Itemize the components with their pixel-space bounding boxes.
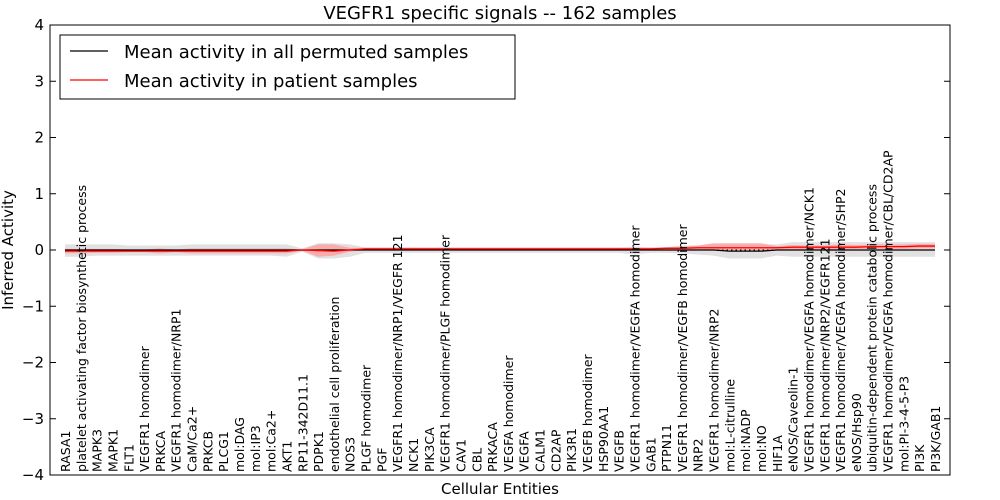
- x-tick-label: mol:IP3: [248, 425, 263, 472]
- x-tick-label: VEGFR1 homodimer/VEGFA homodimer/CBL/CD2…: [881, 150, 896, 472]
- x-tick-label: CALM1: [533, 429, 548, 472]
- x-tick-label: ubiquitin-dependent protein catabolic pr…: [865, 184, 880, 472]
- x-tick-label: VEGFA: [517, 431, 532, 472]
- y-tick-labels: −4 −3 −2 −1 0 1 2 3 4: [22, 16, 950, 484]
- legend-label-permuted: Mean activity in all permuted samples: [124, 42, 468, 63]
- x-tick-label: PRKCA: [153, 431, 168, 472]
- x-tick-label: PLCG1: [216, 431, 231, 472]
- y-tick-label: 0: [34, 241, 44, 259]
- y-axis-label: Inferred Activity: [0, 190, 17, 310]
- y-tick-label: 1: [34, 185, 44, 203]
- y-tick-label: −4: [22, 466, 44, 484]
- x-tick-label: FLT1: [121, 444, 136, 472]
- x-tick-label: VEGFR1 homodimer/VEGFA homodimer/SHP2: [833, 188, 848, 472]
- x-tick-label: MAPK1: [105, 429, 120, 472]
- x-tick-label: mol:NADP: [738, 409, 753, 472]
- x-tick-labels: RASA1 platelet activating factor biosynth…: [58, 150, 943, 472]
- y-tick-label: 3: [34, 72, 44, 90]
- x-tick-label: CBL: [469, 448, 484, 472]
- x-tick-label: endothelial cell proliferation: [327, 297, 342, 472]
- lines: [65, 245, 935, 252]
- x-tick-label: CD2AP: [548, 429, 563, 472]
- x-tick-label: VEGFR1 homodimer/NRP1: [169, 309, 184, 472]
- x-tick-label: mol:Ca2+: [264, 410, 279, 472]
- x-tick-label: PIK3R1: [564, 428, 579, 472]
- x-tick-label: HSP90AA1: [596, 406, 611, 472]
- x-tick-label: VEGFR1 homodimer/NRP1/VEGFR 121: [390, 234, 405, 472]
- x-tick-label: VEGFB: [612, 430, 627, 472]
- x-axis-label: Cellular Entities: [441, 480, 559, 498]
- x-tick-label: PDPK1: [311, 431, 326, 472]
- x-tick-label: platelet activating factor biosynthetic …: [74, 185, 89, 472]
- x-tick-label: VEGFR1 homodimer/VEGFB homodimer: [675, 224, 690, 472]
- series-line-patient: [65, 245, 935, 252]
- x-tick-label: VEGFR1 homodimer/NRP2/VEGFR121: [817, 238, 832, 472]
- series-line-permuted: [65, 249, 935, 252]
- x-tick-label: VEGFA homodimer: [501, 355, 516, 472]
- legend: Mean activity in all permuted samples Me…: [59, 34, 516, 100]
- x-tick-label: MAPK3: [90, 429, 105, 472]
- y-tick-label: −3: [22, 410, 44, 428]
- x-tick-label: mol:L-citrulline: [722, 379, 737, 472]
- x-tick-label: mol:DAG: [232, 417, 247, 472]
- chart-title: VEGFR1 specific signals -- 162 samples: [323, 3, 676, 24]
- x-tick-label: CaM/Ca2+: [185, 406, 200, 472]
- x-tick-label: PI3K: [912, 444, 927, 472]
- y-tick-label: −1: [22, 297, 44, 315]
- x-tick-label: CAV1: [453, 439, 468, 472]
- x-tick-label: PTPN11: [659, 424, 674, 472]
- x-tick-label: GAB1: [643, 437, 658, 472]
- x-tick-label: VEGFR1 homodimer/PLGF homodimer: [438, 234, 453, 472]
- x-tick-label: RP11-342D11.1: [295, 374, 310, 472]
- x-tick-label: PI3K/GAB1: [928, 406, 943, 472]
- x-tick-label: VEGFR1 homodimer/NRP2: [707, 309, 722, 472]
- x-tick-label: HIF1A: [770, 435, 785, 472]
- x-tick-label: eNOS/Caveolin-1: [786, 367, 801, 472]
- x-tick-label: PGF: [374, 448, 389, 472]
- x-tick-label: AKT1: [279, 441, 294, 472]
- x-tick-label: NCK1: [406, 438, 421, 472]
- y-tick-label: −2: [22, 354, 44, 372]
- x-tick-label: VEGFB homodimer: [580, 353, 595, 472]
- y-tick-label: 4: [34, 16, 44, 34]
- x-tick-label: mol:PI-3-4-5-P3: [896, 376, 911, 472]
- x-tick-label: eNOS/Hsp90: [849, 393, 864, 472]
- legend-box: [59, 34, 516, 100]
- x-tick-label: VEGFR1 homodimer: [137, 345, 152, 472]
- x-tick-label: PLGF homodimer: [359, 364, 374, 472]
- x-tick-label: VEGFR1 homodimer/VEGFA homodimer: [627, 225, 642, 472]
- legend-label-patient: Mean activity in patient samples: [124, 71, 418, 92]
- x-tick-label: PIK3CA: [422, 427, 437, 472]
- x-tick-label: mol:NO: [754, 425, 769, 472]
- x-tick-label: VEGFR1 homodimer/VEGFA homodimer/NCK1: [801, 187, 816, 472]
- y-tick-label: 2: [34, 129, 44, 147]
- x-tick-label: NOS3: [343, 437, 358, 472]
- x-tick-label: NRP2: [691, 438, 706, 472]
- x-tick-label: PRKCB: [200, 431, 215, 472]
- x-tick-label: PRKACA: [485, 422, 500, 472]
- plot-frame: [49, 24, 951, 476]
- x-tick-label: RASA1: [58, 431, 73, 472]
